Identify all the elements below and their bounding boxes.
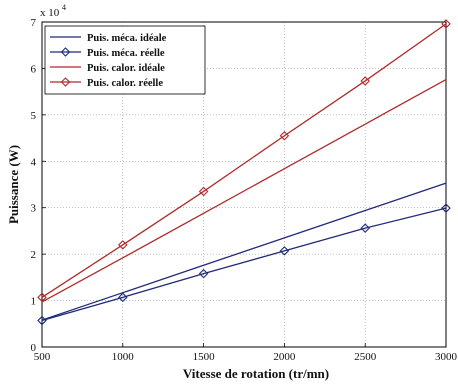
legend-label: Puis. calor. réelle [87,78,163,89]
legend-label: Puis. méca. idéale [87,33,167,44]
series-1 [41,182,447,321]
x-tick-label: 2500 [354,351,377,363]
data-point [118,240,128,250]
legend-item: Puis. calor. idéale [50,63,165,74]
data-point [37,315,47,326]
x-tick-label: 3000 [435,351,458,363]
data-point [198,268,209,279]
legend-item: Puis. méca. réelle [50,47,165,59]
data-point [118,292,128,303]
legend-marker [60,77,71,87]
y-tick-label: 7 [31,17,37,29]
y-scale-exponent: 4 [62,3,66,12]
data-point [279,246,290,256]
series-line [41,23,447,298]
x-tick-label: 1000 [112,351,135,363]
data-point [360,76,370,86]
data-point [441,203,451,213]
data-point [37,292,47,303]
series-2 [37,203,451,326]
series-group [37,19,451,326]
data-point [441,19,451,29]
series-line [41,182,447,321]
y-scale-label: x 10 [40,7,60,19]
legend-marker [60,47,71,57]
data-point [279,130,290,141]
y-tick-label: 4 [31,156,37,168]
x-tick-label: 500 [34,351,51,363]
series-line [41,79,447,303]
axis-ticks: 500 1000 1500 2000 2500 3000 0 1 2 3 4 5 6 7 [31,17,458,363]
series-4 [37,19,451,303]
plot-area [41,21,447,348]
y-tick-label: 3 [31,203,37,215]
x-axis-title: Vitesse de rotation (tr/mn) [183,366,329,381]
legend-label: Puis. méca. réelle [87,48,165,59]
y-tick-label: 1 [31,296,37,308]
x-tick-label: 2000 [273,351,296,363]
series-3 [41,79,447,303]
data-point [198,186,209,197]
x-tick-label: 1500 [193,351,216,363]
legend: Puis. méca. idéale Puis. méca. réelle Puis… [44,25,206,95]
y-tick-label: 5 [31,110,37,122]
legend-item: Puis. calor. réelle [50,77,163,89]
y-tick-label: 2 [31,249,37,261]
y-axis-title: Puissance (W) [6,145,21,224]
series-line [41,207,447,322]
y-tick-label: 0 [31,342,37,354]
legend-label: Puis. calor. idéale [87,63,165,74]
legend-item: Puis. méca. idéale [50,33,167,44]
data-point [360,223,370,233]
y-tick-label: 6 [31,63,37,75]
